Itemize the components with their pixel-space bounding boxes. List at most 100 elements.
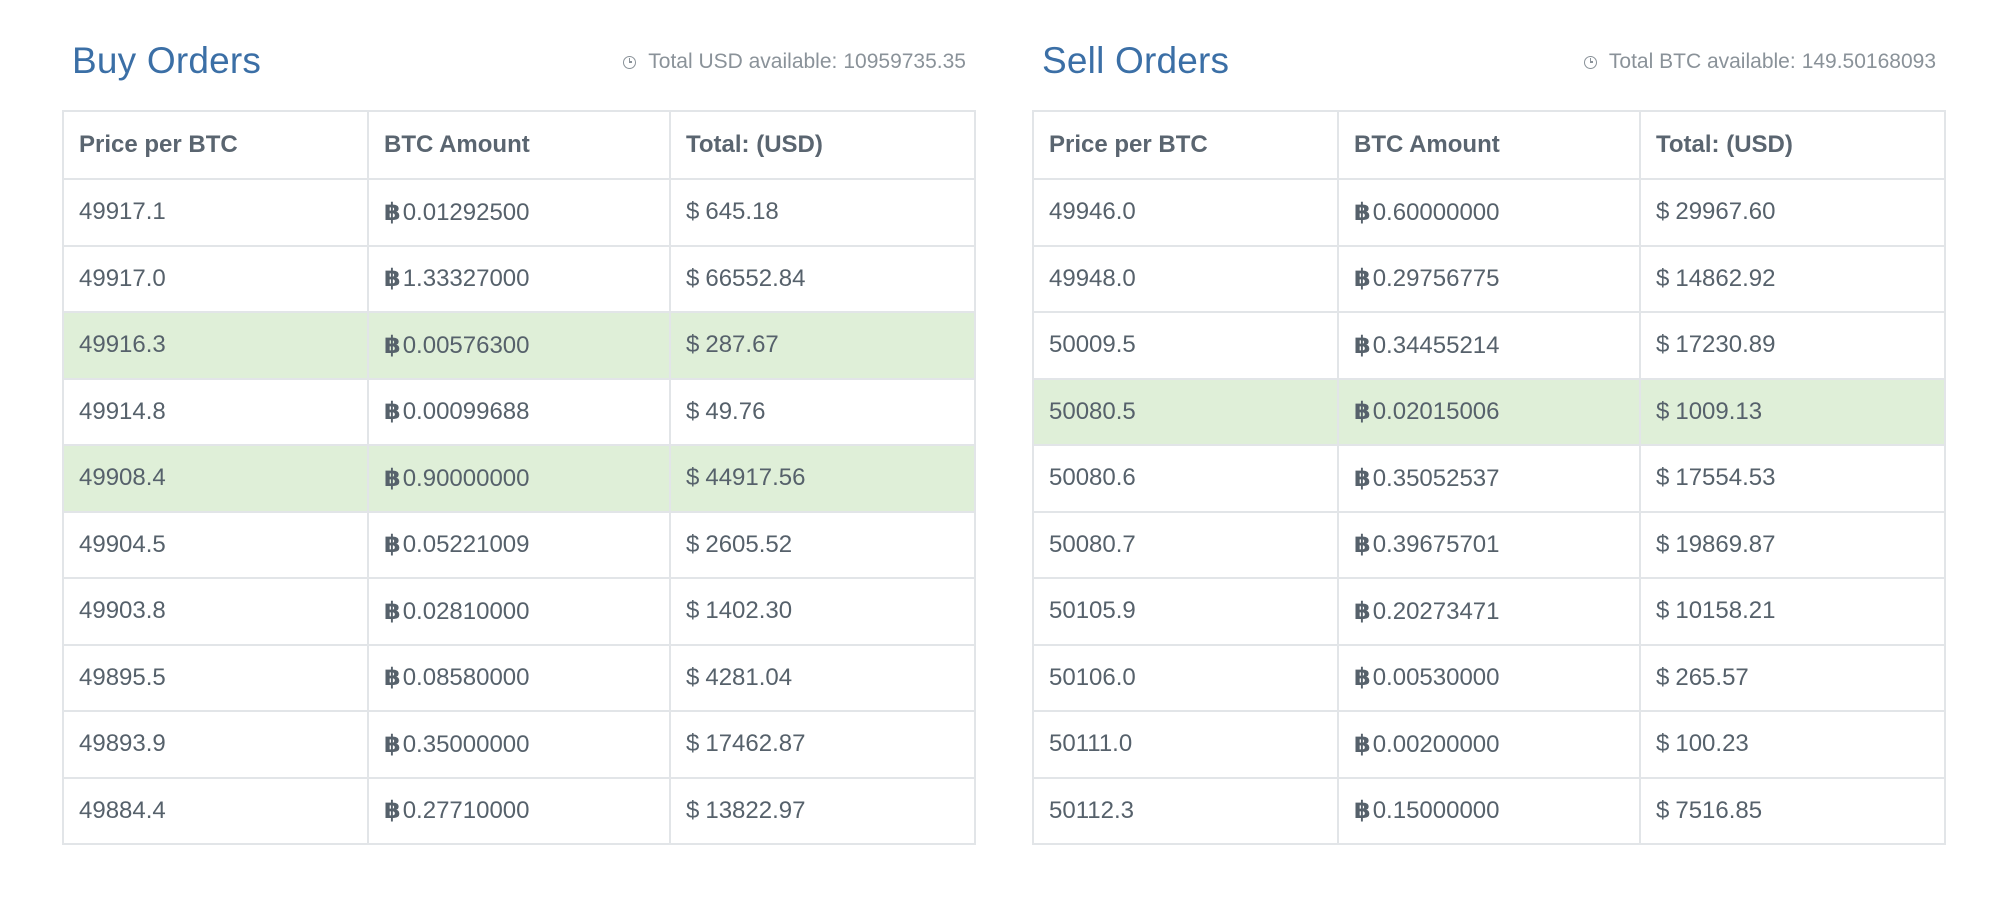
amount-value: 0.02810000	[402, 597, 530, 625]
dollar-sign: $	[686, 730, 700, 758]
table-row[interactable]: 49916.3 ฿0.00576300 $287.67	[62, 311, 976, 380]
dollar-sign: $	[686, 530, 700, 558]
price-cell: 50111.0	[1032, 710, 1339, 779]
amount-cell: ฿0.90000000	[367, 444, 671, 513]
usd-available-info: Total USD available: 10959735.35	[623, 50, 966, 74]
total-value: 14862.92	[1675, 264, 1776, 292]
price-cell: 49904.5	[62, 510, 369, 579]
price-cell: 50105.9	[1032, 577, 1339, 646]
dollar-sign: $	[1656, 264, 1670, 292]
total-cell: $1402.30	[669, 577, 976, 646]
total-value: 100.23	[1675, 730, 1749, 758]
table-row[interactable]: 50106.0 ฿0.00530000 $265.57	[1032, 643, 1946, 712]
dollar-sign: $	[1656, 597, 1670, 625]
total-cell: $17230.89	[1639, 311, 1946, 380]
dollar-sign: $	[1656, 331, 1670, 359]
buy-orders-header: Buy Orders Total USD available: 10959735…	[62, 0, 974, 110]
total-value: 49.76	[705, 397, 766, 425]
bitcoin-icon: ฿	[384, 797, 401, 825]
bitcoin-icon: ฿	[1354, 531, 1371, 559]
table-row[interactable]: 49917.0 ฿1.33327000 $66552.84	[62, 244, 976, 313]
dollar-sign: $	[1656, 464, 1670, 492]
table-row[interactable]: 50105.9 ฿0.20273471 $10158.21	[1032, 577, 1946, 646]
dollar-sign: $	[1656, 198, 1670, 226]
bitcoin-icon: ฿	[1354, 265, 1371, 293]
table-row[interactable]: 49948.0 ฿0.29756775 $14862.92	[1032, 244, 1946, 313]
amount-value: 0.02015006	[1372, 398, 1500, 426]
price-cell: 50106.0	[1032, 643, 1339, 712]
total-value: 1009.13	[1675, 397, 1763, 425]
table-row[interactable]: 49946.0 ฿0.60000000 $29967.60	[1032, 178, 1946, 247]
table-row[interactable]: 49908.4 ฿0.90000000 $44917.56	[62, 444, 976, 513]
total-cell: $100.23	[1639, 710, 1946, 779]
amount-cell: ฿0.01292500	[367, 178, 671, 247]
btc-available-label: Total BTC available:	[1608, 50, 1796, 73]
table-row[interactable]: 49893.9 ฿0.35000000 $17462.87	[62, 710, 976, 779]
amount-cell: ฿0.35000000	[367, 710, 671, 779]
table-row[interactable]: 49903.8 ฿0.02810000 $1402.30	[62, 577, 976, 646]
sell-orders-table: Price per BTC BTC Amount Total: (USD) 49…	[1032, 110, 1946, 845]
total-cell: $49.76	[669, 377, 976, 446]
amount-value: 0.00099688	[402, 398, 530, 426]
table-row[interactable]: 50111.0 ฿0.00200000 $100.23	[1032, 710, 1946, 779]
bitcoin-icon: ฿	[384, 265, 401, 293]
table-row[interactable]: 49914.8 ฿0.00099688 $49.76	[62, 377, 976, 446]
amount-cell: ฿0.08580000	[367, 643, 671, 712]
total-value: 13822.97	[705, 796, 806, 824]
amount-value: 0.35052537	[1372, 464, 1500, 492]
amount-value: 0.05221009	[402, 531, 530, 559]
column-header-price: Price per BTC	[62, 110, 369, 180]
price-cell: 49917.1	[62, 178, 369, 247]
buy-orders-body: 49917.1 ฿0.01292500 $645.18 49917.0 ฿1.33327…	[62, 178, 976, 845]
amount-cell: ฿0.27710000	[367, 776, 671, 845]
total-value: 19869.87	[1675, 530, 1776, 558]
dollar-sign: $	[686, 397, 700, 425]
table-header-row: Price per BTC BTC Amount Total: (USD)	[62, 110, 976, 180]
table-row[interactable]: 50080.6 ฿0.35052537 $17554.53	[1032, 444, 1946, 513]
dollar-sign: $	[686, 464, 700, 492]
table-row[interactable]: 50112.3 ฿0.15000000 $7516.85	[1032, 776, 1946, 845]
total-cell: $13822.97	[669, 776, 976, 845]
total-cell: $29967.60	[1639, 178, 1946, 247]
table-row[interactable]: 50080.7 ฿0.39675701 $19869.87	[1032, 510, 1946, 579]
table-row[interactable]: 49884.4 ฿0.27710000 $13822.97	[62, 776, 976, 845]
dollar-sign: $	[1656, 796, 1670, 824]
amount-value: 0.08580000	[402, 664, 530, 692]
sell-orders-panel: Sell Orders Total BTC available: 149.501…	[1032, 0, 1946, 845]
dollar-sign: $	[1656, 730, 1670, 758]
price-cell: 50080.6	[1032, 444, 1339, 513]
total-cell: $66552.84	[669, 244, 976, 313]
price-cell: 49884.4	[62, 776, 369, 845]
total-cell: $7516.85	[1639, 776, 1946, 845]
buy-orders-title: Buy Orders	[72, 40, 262, 81]
total-cell: $287.67	[669, 311, 976, 380]
usd-available-value: 10959735.35	[843, 50, 966, 73]
total-value: 645.18	[705, 198, 779, 226]
total-cell: $19869.87	[1639, 510, 1946, 579]
amount-cell: ฿0.00530000	[1337, 643, 1641, 712]
amount-cell: ฿0.39675701	[1337, 510, 1641, 579]
table-row[interactable]: 49917.1 ฿0.01292500 $645.18	[62, 178, 976, 247]
amount-cell: ฿0.02810000	[367, 577, 671, 646]
table-row[interactable]: 49895.5 ฿0.08580000 $4281.04	[62, 643, 976, 712]
total-value: 7516.85	[1675, 796, 1763, 824]
table-row[interactable]: 50080.5 ฿0.02015006 $1009.13	[1032, 377, 1946, 446]
amount-value: 0.35000000	[402, 730, 530, 758]
total-value: 1402.30	[705, 597, 793, 625]
amount-value: 0.90000000	[402, 464, 530, 492]
column-header-total: Total: (USD)	[1639, 110, 1946, 180]
dollar-sign: $	[1656, 530, 1670, 558]
bitcoin-icon: ฿	[1354, 797, 1371, 825]
dollar-sign: $	[686, 796, 700, 824]
amount-cell: ฿0.29756775	[1337, 244, 1641, 313]
amount-value: 0.00530000	[1372, 664, 1500, 692]
table-row[interactable]: 50009.5 ฿0.34455214 $17230.89	[1032, 311, 1946, 380]
bitcoin-icon: ฿	[1354, 198, 1371, 226]
amount-cell: ฿0.00576300	[367, 311, 671, 380]
total-cell: $17462.87	[669, 710, 976, 779]
table-row[interactable]: 49904.5 ฿0.05221009 $2605.52	[62, 510, 976, 579]
bitcoin-icon: ฿	[384, 464, 401, 492]
total-value: 10158.21	[1675, 597, 1776, 625]
bitcoin-icon: ฿	[1354, 597, 1371, 625]
buy-orders-table: Price per BTC BTC Amount Total: (USD) 49…	[62, 110, 976, 845]
